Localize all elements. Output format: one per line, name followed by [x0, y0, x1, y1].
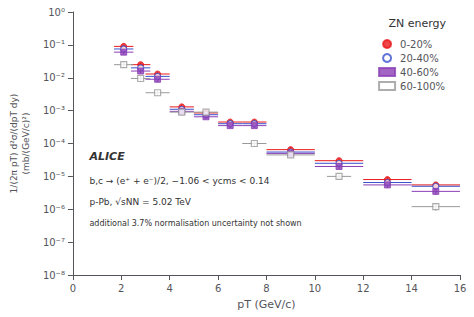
- svg-text:10⁻⁸: 10⁻⁸: [43, 270, 65, 281]
- svg-text:b,c → (e⁺ + e⁻)/2, −1.06 < ycm: b,c → (e⁺ + e⁻)/2, −1.06 < ycms < 0.14: [89, 176, 269, 186]
- svg-text:2: 2: [118, 283, 124, 294]
- svg-text:60-100%: 60-100%: [400, 81, 445, 92]
- svg-text:10⁻¹: 10⁻¹: [43, 39, 65, 50]
- svg-text:ZN energy: ZN energy: [388, 17, 446, 30]
- svg-text:4: 4: [166, 283, 172, 294]
- svg-text:10⁻⁶: 10⁻⁶: [43, 204, 65, 215]
- svg-text:6: 6: [215, 283, 221, 294]
- svg-text:40-60%: 40-60%: [400, 67, 439, 78]
- svg-text:ALICE: ALICE: [88, 150, 125, 163]
- svg-text:0: 0: [70, 283, 76, 294]
- svg-text:20-40%: 20-40%: [400, 53, 439, 64]
- svg-text:pT (GeV/c): pT (GeV/c): [237, 298, 295, 311]
- svg-text:10⁰: 10⁰: [48, 7, 65, 18]
- svg-text:14: 14: [405, 283, 418, 294]
- svg-text:(mb/(GeV/c)²): (mb/(GeV/c)²): [21, 113, 31, 175]
- svg-text:10⁻⁴: 10⁻⁴: [43, 138, 65, 149]
- svg-text:8: 8: [263, 283, 269, 294]
- svg-text:16: 16: [454, 283, 467, 294]
- svg-text:12: 12: [357, 283, 370, 294]
- svg-text:10⁻²: 10⁻²: [43, 72, 65, 83]
- svg-text:additional 3.7% normalisation: additional 3.7% normalisation uncertaint…: [89, 219, 301, 228]
- svg-text:10⁻⁵: 10⁻⁵: [43, 171, 65, 182]
- svg-text:10: 10: [308, 283, 321, 294]
- svg-text:0-20%: 0-20%: [400, 39, 432, 50]
- svg-text:10⁻⁷: 10⁻⁷: [43, 237, 65, 248]
- svg-text:1/(2π pT) d²σ/(dpT dy): 1/(2π pT) d²σ/(dpT dy): [9, 94, 19, 194]
- svg-text:10⁻³: 10⁻³: [43, 105, 65, 116]
- svg-text:p-Pb, √sNN = 5.02 TeV: p-Pb, √sNN = 5.02 TeV: [89, 197, 191, 207]
